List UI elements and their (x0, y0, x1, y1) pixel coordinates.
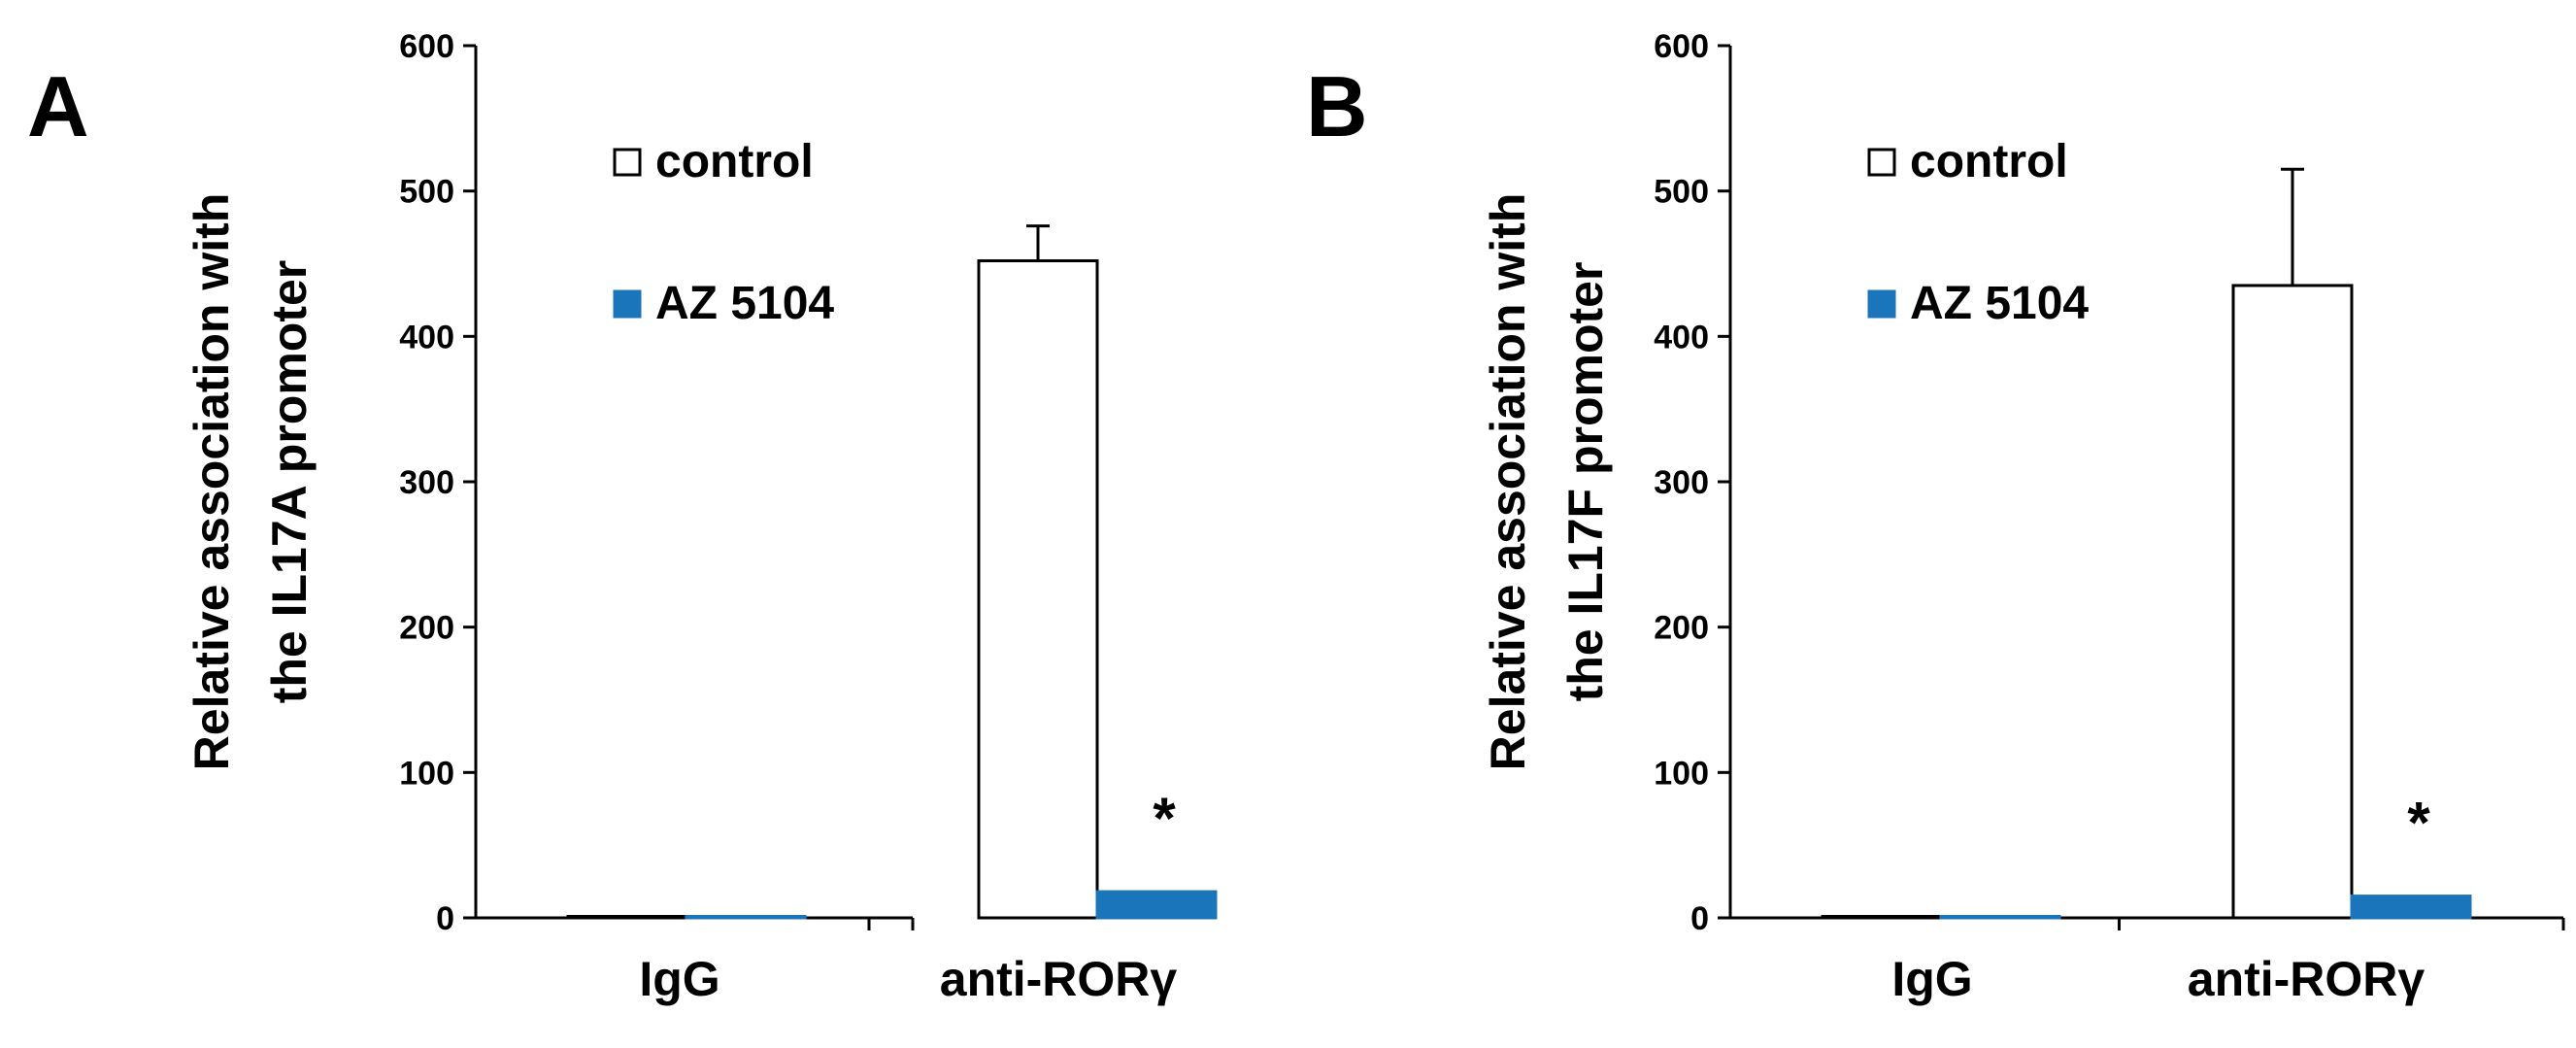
legend-label: control (1910, 136, 2068, 187)
y-tick-label: 100 (399, 755, 454, 792)
bar-az5104 (2350, 895, 2472, 920)
panel-letter: A (27, 58, 89, 154)
chart-panel-b: B Relative association with the IL17F prom… (1306, 28, 2565, 1006)
y-tick-label: 400 (1654, 319, 1709, 355)
legend-label: AZ 5104 (655, 278, 834, 329)
legend-label: AZ 5104 (1910, 278, 2089, 329)
bar-control (2231, 284, 2354, 920)
bar-control (1821, 915, 1943, 920)
y-tick-label: 0 (436, 900, 454, 937)
bar-control (566, 915, 688, 920)
legend-swatch-control (1867, 148, 1896, 177)
y-tick-label: 200 (1654, 610, 1709, 647)
y-tick-label: 500 (1654, 174, 1709, 211)
y-tick-label: 600 (1654, 28, 1709, 65)
y-tick-label: 100 (1654, 755, 1709, 792)
x-category-label: IgG (639, 952, 719, 1006)
y-axis-title-line: the IL17F promoter (1558, 262, 1613, 702)
y-tick-label: 300 (1654, 464, 1709, 501)
y-tick-label: 200 (399, 610, 454, 647)
bar-control (977, 259, 1099, 920)
x-category-label: IgG (1891, 952, 1972, 1006)
legend-label: control (655, 136, 814, 187)
y-tick-label: 600 (399, 28, 454, 65)
legend-swatch-az5104 (613, 289, 642, 319)
y-tick-label: 0 (1690, 900, 1709, 937)
y-tick-label: 500 (399, 174, 454, 211)
bar-az5104 (685, 915, 807, 920)
y-axis-title-line: Relative association with (1481, 193, 1535, 771)
bar-az5104 (1095, 890, 1218, 920)
y-axis-title-line: the IL17A promoter (262, 260, 317, 704)
y-tick-label: 300 (399, 464, 454, 501)
chart-panel-a: A Relative association with the IL17A prom… (27, 28, 1218, 1006)
bar-az5104 (1939, 915, 2061, 920)
y-tick-label: 400 (399, 319, 454, 355)
legend-swatch-control (613, 148, 642, 177)
significance-marker: * (1153, 786, 1176, 851)
x-category-label: anti-RORγ (940, 952, 1178, 1006)
x-category-label: anti-RORγ (2188, 952, 2425, 1006)
significance-marker: * (2407, 791, 2430, 856)
panel-letter: B (1306, 58, 1368, 154)
y-axis-title-line: Relative association with (184, 193, 239, 771)
legend-swatch-az5104 (1867, 289, 1896, 319)
